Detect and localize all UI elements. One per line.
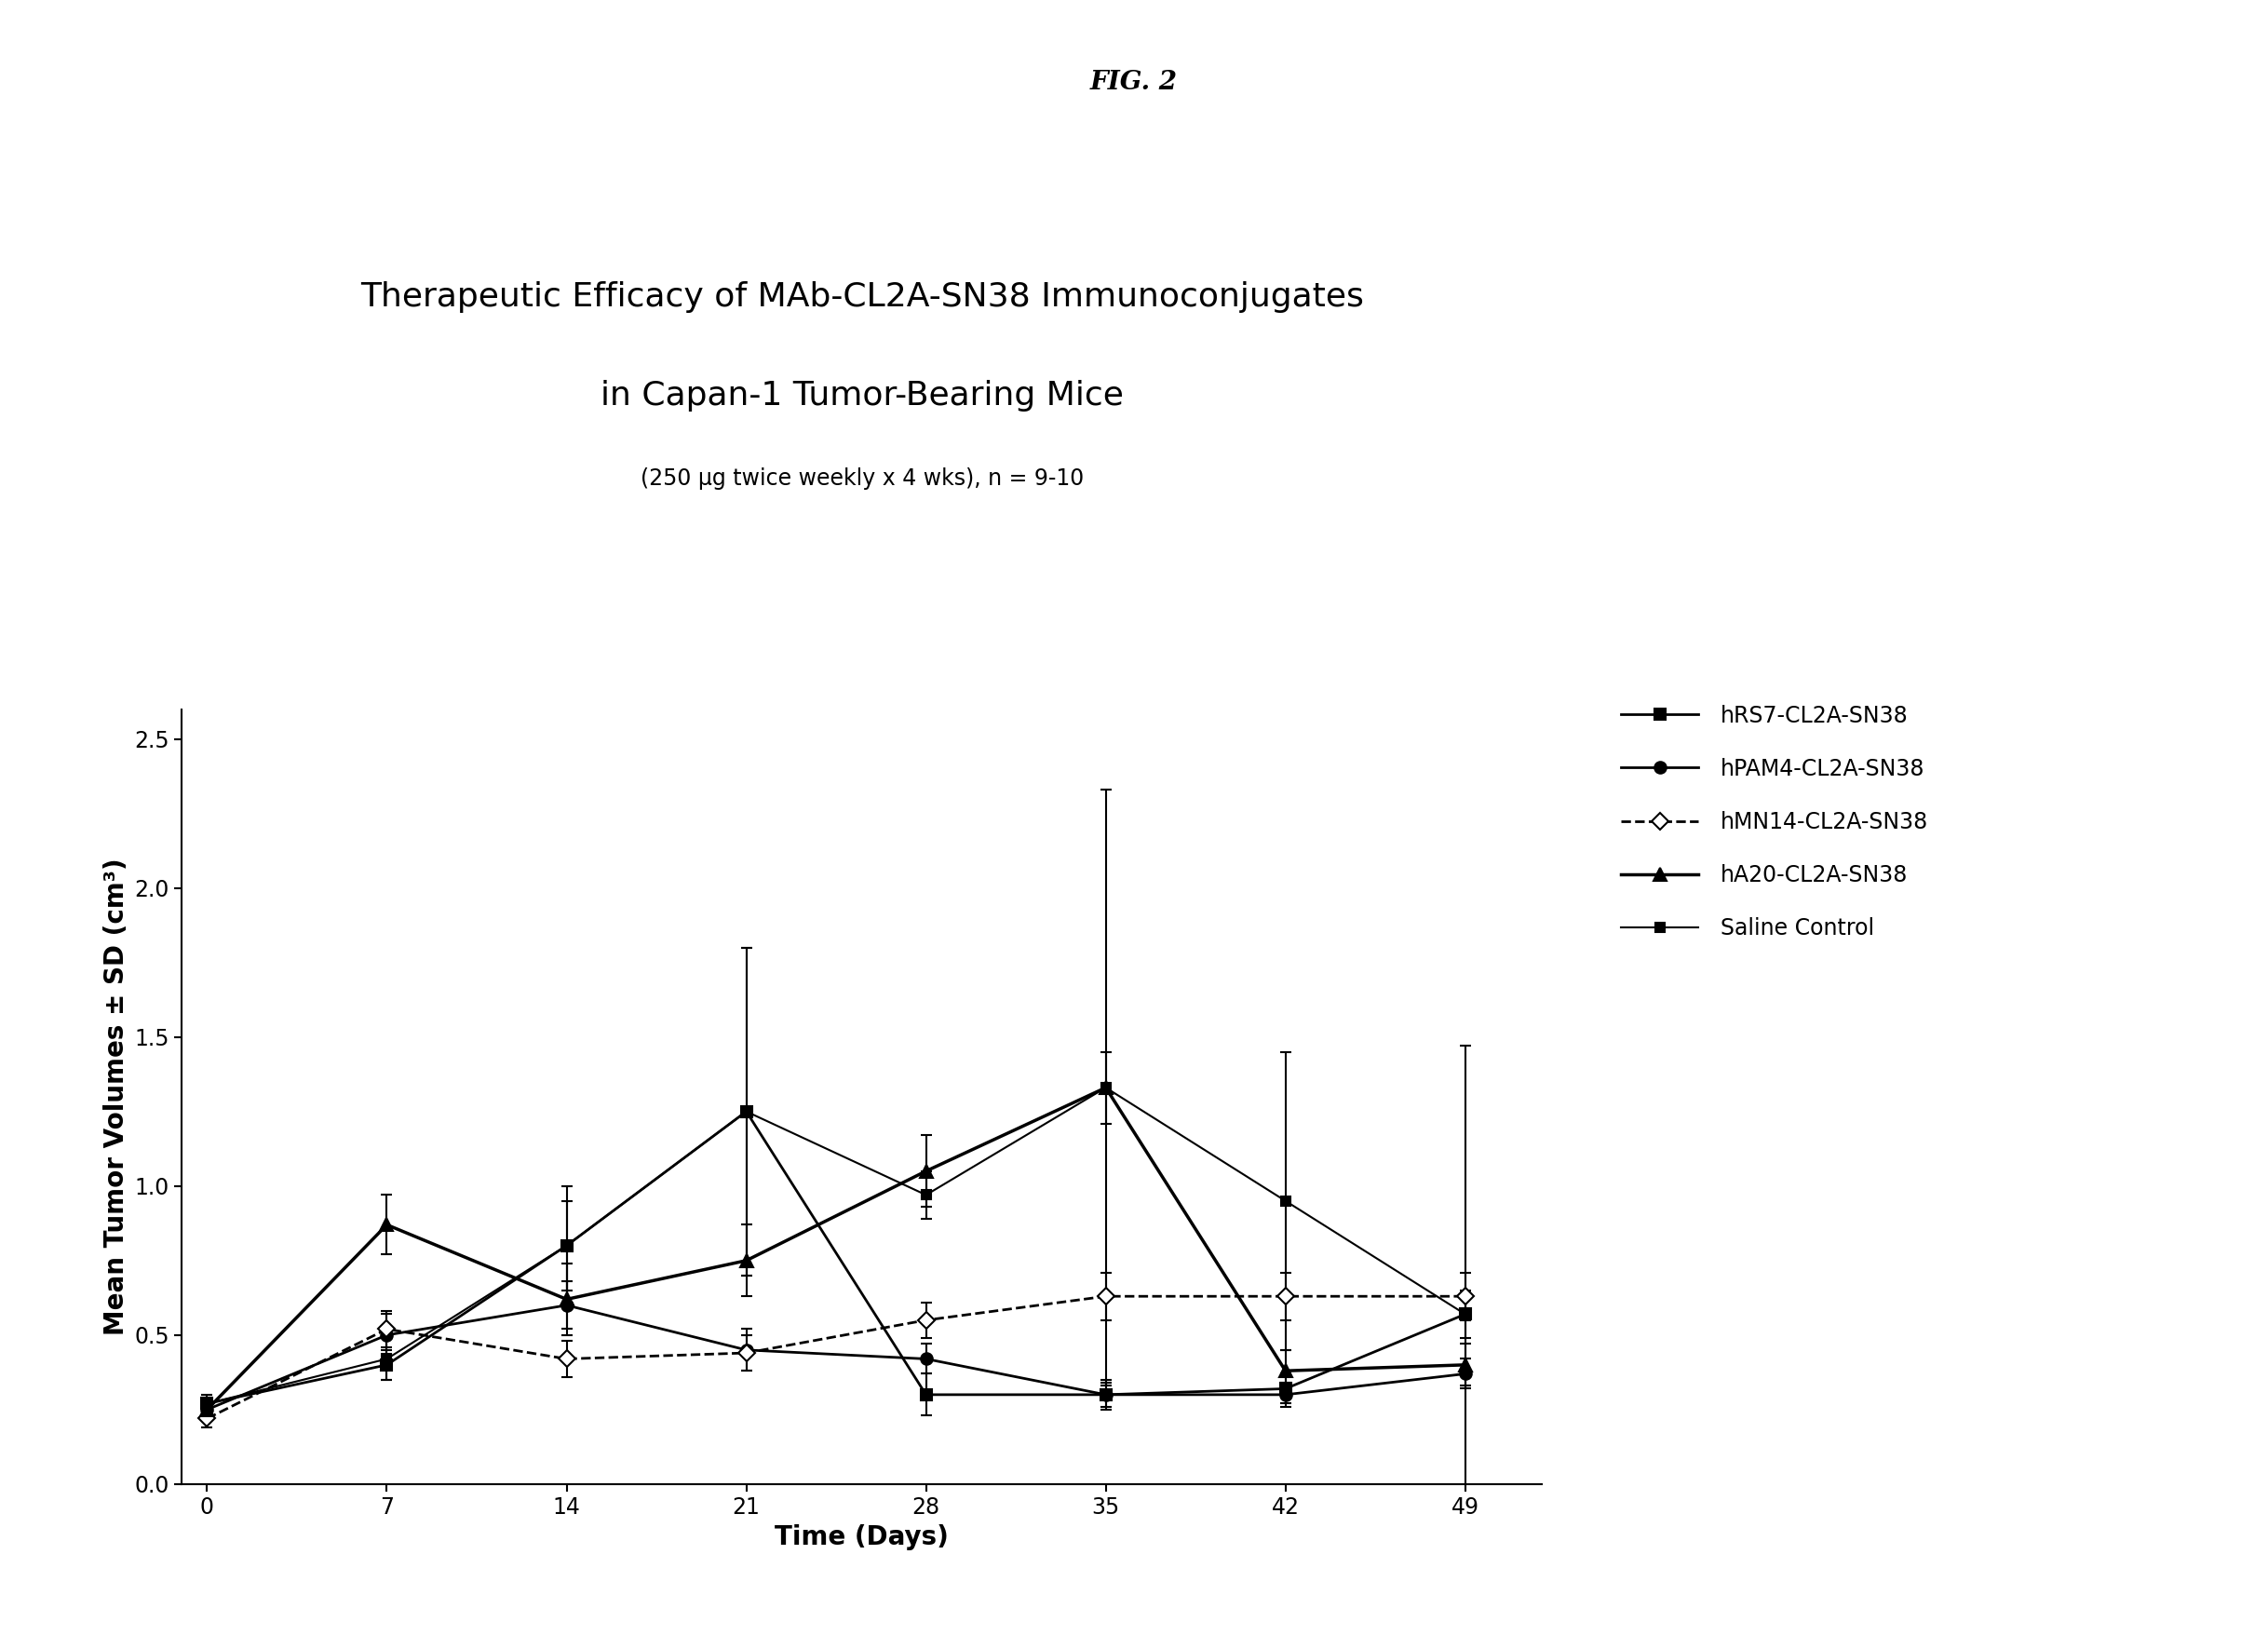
Text: FIG. 2: FIG. 2: [1091, 69, 1177, 96]
X-axis label: Time (Days): Time (Days): [776, 1524, 948, 1550]
Text: Therapeutic Efficacy of MAb-CL2A-SN38 Immunoconjugates: Therapeutic Efficacy of MAb-CL2A-SN38 Im…: [361, 280, 1363, 313]
Legend: hRS7-CL2A-SN38, hPAM4-CL2A-SN38, hMN14-CL2A-SN38, hA20-CL2A-SN38, Saline Control: hRS7-CL2A-SN38, hPAM4-CL2A-SN38, hMN14-C…: [1622, 704, 1928, 940]
Y-axis label: Mean Tumor Volumes ± SD (cm³): Mean Tumor Volumes ± SD (cm³): [102, 857, 129, 1336]
Text: (250 μg twice weekly x 4 wks), n = 9-10: (250 μg twice weekly x 4 wks), n = 9-10: [640, 467, 1084, 490]
Text: in Capan-1 Tumor-Bearing Mice: in Capan-1 Tumor-Bearing Mice: [601, 379, 1123, 412]
